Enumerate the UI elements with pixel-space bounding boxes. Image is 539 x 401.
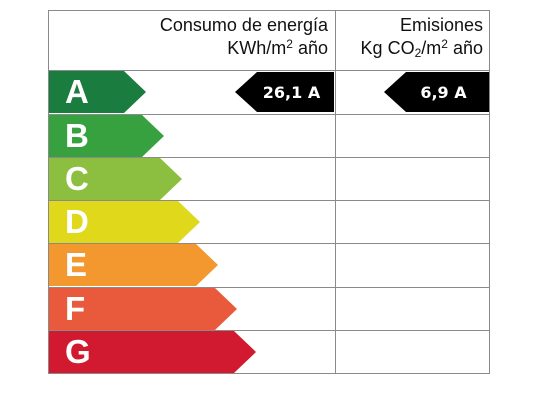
rating-letter: D xyxy=(65,203,90,240)
emissions-title: Emisiones xyxy=(399,15,483,35)
consumption-marker-label: 26,1 A xyxy=(262,82,321,102)
rating-bar-e: E xyxy=(49,244,218,286)
rating-letter: F xyxy=(65,290,87,327)
consumption-marker: 26,1 A xyxy=(235,72,334,112)
row-divider xyxy=(48,287,490,288)
emissions-marker: 6,9 A xyxy=(384,72,489,112)
row-divider xyxy=(48,200,490,201)
rating-letter: E xyxy=(65,246,89,283)
rating-letter: C xyxy=(65,160,90,197)
rating-bar-c: C xyxy=(49,158,182,200)
consumption-title: Consumo de energía xyxy=(159,15,328,35)
row-divider xyxy=(48,330,490,331)
consumption-header: Consumo de energía KWh/m2 año xyxy=(60,14,328,60)
row-divider xyxy=(48,243,490,244)
rating-letter: B xyxy=(65,117,90,154)
rating-bar-b: B xyxy=(49,115,164,157)
rating-bar-d: D xyxy=(49,201,200,243)
row-divider xyxy=(48,114,490,115)
row-divider xyxy=(48,157,490,158)
emissions-marker-label: 6,9 A xyxy=(420,82,467,102)
column-divider xyxy=(335,10,336,374)
energy-certificate-table xyxy=(48,10,490,374)
rating-letter: G xyxy=(65,333,92,370)
row-divider xyxy=(48,70,490,71)
emissions-unit: Kg CO2/m2 año xyxy=(360,37,483,60)
rating-letter: A xyxy=(65,73,90,110)
consumption-unit: KWh/m2 año xyxy=(227,37,328,58)
rating-bar-g: G xyxy=(49,331,256,373)
rating-bar-a: A xyxy=(49,71,146,113)
rating-bar-f: F xyxy=(49,288,237,330)
emissions-header: Emisiones Kg CO2/m2 año xyxy=(338,14,483,60)
